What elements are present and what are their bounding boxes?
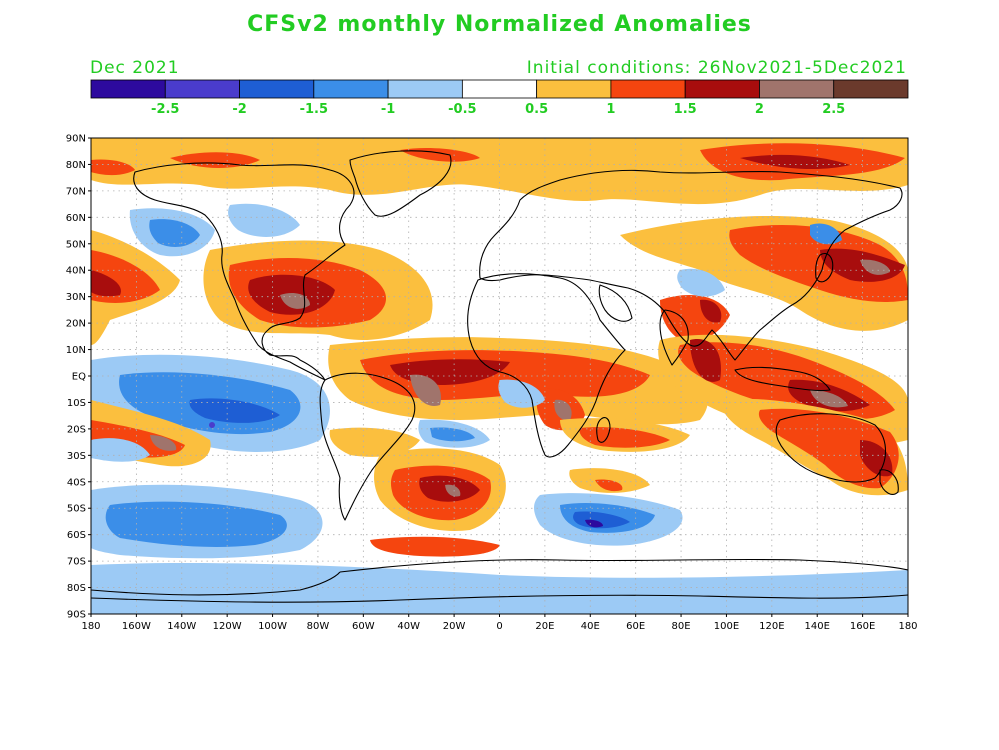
forecast-month-label: Dec 2021: [90, 58, 180, 78]
southern-warm-regions: [91, 398, 908, 557]
colorbar-tick-label: -1: [381, 102, 395, 117]
latitude-tick-label: 70S: [67, 557, 86, 568]
latitude-tick-label: 70N: [66, 186, 86, 197]
chart-title: CFSv2 monthly Normalized Anomalies: [247, 12, 752, 37]
northern-warm-regions: [91, 215, 908, 345]
latitude-tick-label: 40S: [67, 477, 86, 488]
colorbar-box: [833, 79, 909, 99]
latitude-tick-label: 90N: [66, 134, 86, 145]
latitude-tick-label: 30N: [66, 292, 86, 303]
colorbar-tick-labels: -2.5 -2 -1.5 -1 -0.5 0.5 1 1.5 2 2.5: [151, 102, 845, 117]
longitude-tick-label: 60W: [352, 621, 375, 632]
longitude-axis: 180 160W 140W 120W 100W 80W 60W 40W 20W 0 20E 40E 60…: [81, 614, 918, 632]
initial-conditions-label: Initial conditions: 26Nov2021-5Dec2021: [526, 58, 907, 78]
longitude-tick-label: 0: [496, 621, 502, 632]
colorbar-legend: -2.5 -2 -1.5 -1 -0.5 0.5 1 1.5 2 2.5: [90, 79, 909, 117]
latitude-tick-label: 50S: [67, 504, 86, 515]
colorbar-tick-label: -1.5: [300, 102, 328, 117]
latitude-tick-label: 10S: [67, 398, 86, 409]
colorbar-tick-label: -2: [232, 102, 246, 117]
latitude-tick-label: 30S: [67, 451, 86, 462]
longitude-tick-label: 120E: [759, 621, 784, 632]
longitude-tick-label: 20E: [535, 621, 554, 632]
colorbar-boxes: [90, 79, 909, 99]
longitude-tick-label: 20W: [443, 621, 466, 632]
longitude-tick-label: 80E: [672, 621, 691, 632]
longitude-tick-label: 80W: [307, 621, 330, 632]
longitude-tick-label: 40E: [581, 621, 600, 632]
latitude-tick-label: 60S: [67, 530, 86, 541]
colorbar-tick-label: -0.5: [448, 102, 476, 117]
latitude-tick-label: 10N: [66, 345, 86, 356]
colorbar-tick-label: -2.5: [151, 102, 179, 117]
longitude-tick-label: 180: [898, 621, 917, 632]
latitude-tick-label: 20N: [66, 319, 86, 330]
colorbar-tick-label: 0.5: [525, 102, 548, 117]
colorbar-tick-label: 1: [606, 102, 615, 117]
longitude-tick-label: 120W: [213, 621, 242, 632]
longitude-tick-label: 140E: [805, 621, 830, 632]
longitude-tick-label: 180: [81, 621, 100, 632]
latitude-tick-label: EQ: [72, 372, 86, 383]
longitude-tick-label: 60E: [626, 621, 645, 632]
lat-lon-grid: [91, 138, 908, 614]
longitude-tick-label: 160E: [850, 621, 875, 632]
latitude-tick-label: 20S: [67, 424, 86, 435]
longitude-tick-label: 100W: [258, 621, 287, 632]
latitude-tick-label: 40N: [66, 266, 86, 277]
colorbar-tick-label: 1.5: [674, 102, 697, 117]
longitude-tick-label: 40W: [397, 621, 420, 632]
colorbar-tick-label: 2.5: [822, 102, 845, 117]
coastlines: [91, 150, 908, 603]
longitude-tick-label: 100E: [714, 621, 739, 632]
latitude-tick-label: 90S: [67, 610, 86, 621]
longitude-tick-label: 140W: [167, 621, 196, 632]
colorbar-tick-label: 2: [755, 102, 764, 117]
northern-cool-patches: [91, 203, 842, 462]
southern-indian-cool: [418, 379, 683, 546]
latitude-tick-label: 50N: [66, 239, 86, 250]
latitude-tick-label: 80S: [67, 583, 86, 594]
map-field: [91, 138, 908, 614]
latitude-tick-label: 60N: [66, 213, 86, 224]
latitude-tick-label: 80N: [66, 160, 86, 171]
latitude-axis: 90N 80N 70N 60N 50N 40N 30N 20N 10N EQ 10S 20S 30S 40…: [66, 134, 91, 621]
longitude-tick-label: 160W: [122, 621, 151, 632]
